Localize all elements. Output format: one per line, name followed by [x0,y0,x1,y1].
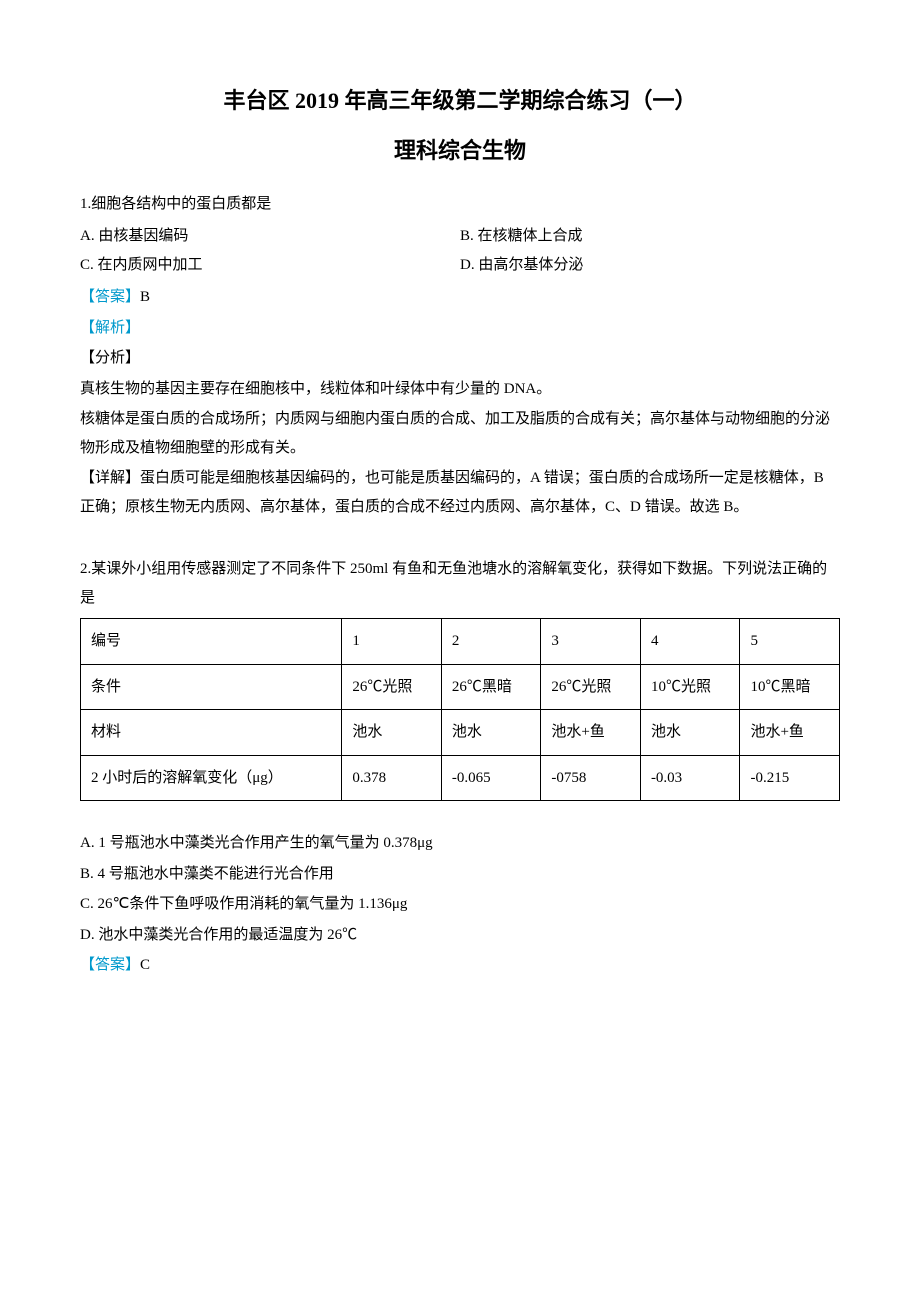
table-cell: 10℃黑暗 [740,664,840,710]
q2-stem: 2.某课外小组用传感器测定了不同条件下 250ml 有鱼和无鱼池塘水的溶解氧变化… [80,555,840,612]
table-cell: 材料 [81,710,342,756]
table-cell: -0758 [541,755,641,801]
table-cell: -0.065 [441,755,541,801]
q2-option-a: A. 1 号瓶池水中藻类光合作用产生的氧气量为 0.378μg [80,829,840,858]
table-cell: 池水+鱼 [740,710,840,756]
q1-analysis-p2: 核糖体是蛋白质的合成场所；内质网与细胞内蛋白质的合成、加工及脂质的合成有关；高尔… [80,405,840,462]
q1-analysis-p1: 真核生物的基因主要存在细胞核中，线粒体和叶绿体中有少量的 DNA。 [80,375,840,404]
table-cell: 4 [640,619,740,665]
q1-options: A. 由核基因编码 B. 在核糖体上合成 C. 在内质网中加工 D. 由高尔基体… [80,222,840,279]
table-row: 条件 26℃光照 26℃黑暗 26℃光照 10℃光照 10℃黑暗 [81,664,840,710]
table-cell: 0.378 [342,755,442,801]
table-cell: 池水 [342,710,442,756]
table-row: 2 小时后的溶解氧变化（μg） 0.378 -0.065 -0758 -0.03… [81,755,840,801]
table-cell: 3 [541,619,641,665]
q1-option-a: A. 由核基因编码 [80,222,460,251]
q1-answer-label: 【答案】 [80,289,140,305]
table-cell: 10℃光照 [640,664,740,710]
table-cell: 池水 [640,710,740,756]
q1-answer-value: B [140,289,150,305]
table-cell: 池水+鱼 [541,710,641,756]
q2-option-d: D. 池水中藻类光合作用的最适温度为 26℃ [80,921,840,950]
table-cell: 条件 [81,664,342,710]
table-row: 材料 池水 池水 池水+鱼 池水 池水+鱼 [81,710,840,756]
table-cell: 2 [441,619,541,665]
table-cell: 编号 [81,619,342,665]
page-title-sub: 理科综合生物 [80,130,840,172]
q1-stem: 1.细胞各结构中的蛋白质都是 [80,190,840,219]
q2-data-table: 编号 1 2 3 4 5 条件 26℃光照 26℃黑暗 26℃光照 10℃光照 … [80,618,840,801]
q1-option-d: D. 由高尔基体分泌 [460,251,840,280]
table-cell: -0.215 [740,755,840,801]
q1-fenxi-label: 【分析】 [80,344,840,373]
table-cell: 26℃黑暗 [441,664,541,710]
q2-answer-value: C [140,957,150,973]
q2-option-b: B. 4 号瓶池水中藻类不能进行光合作用 [80,860,840,889]
section-gap [80,523,840,555]
page-title-main: 丰台区 2019 年高三年级第二学期综合练习（一） [80,80,840,122]
table-cell: -0.03 [640,755,740,801]
table-cell: 1 [342,619,442,665]
table-header-row: 编号 1 2 3 4 5 [81,619,840,665]
q2-answer: 【答案】C [80,951,840,980]
table-cell: 5 [740,619,840,665]
q2-answer-label: 【答案】 [80,957,140,973]
table-cell: 2 小时后的溶解氧变化（μg） [81,755,342,801]
q1-xiangjie: 【详解】蛋白质可能是细胞核基因编码的，也可能是质基因编码的，A 错误；蛋白质的合… [80,464,840,521]
table-cell: 池水 [441,710,541,756]
q1-jiexi-label: 【解析】 [80,314,840,343]
q2-option-c: C. 26℃条件下鱼呼吸作用消耗的氧气量为 1.136μg [80,890,840,919]
q1-answer: 【答案】B [80,283,840,312]
table-cell: 26℃光照 [541,664,641,710]
q1-option-b: B. 在核糖体上合成 [460,222,840,251]
table-cell: 26℃光照 [342,664,442,710]
q1-option-c: C. 在内质网中加工 [80,251,460,280]
